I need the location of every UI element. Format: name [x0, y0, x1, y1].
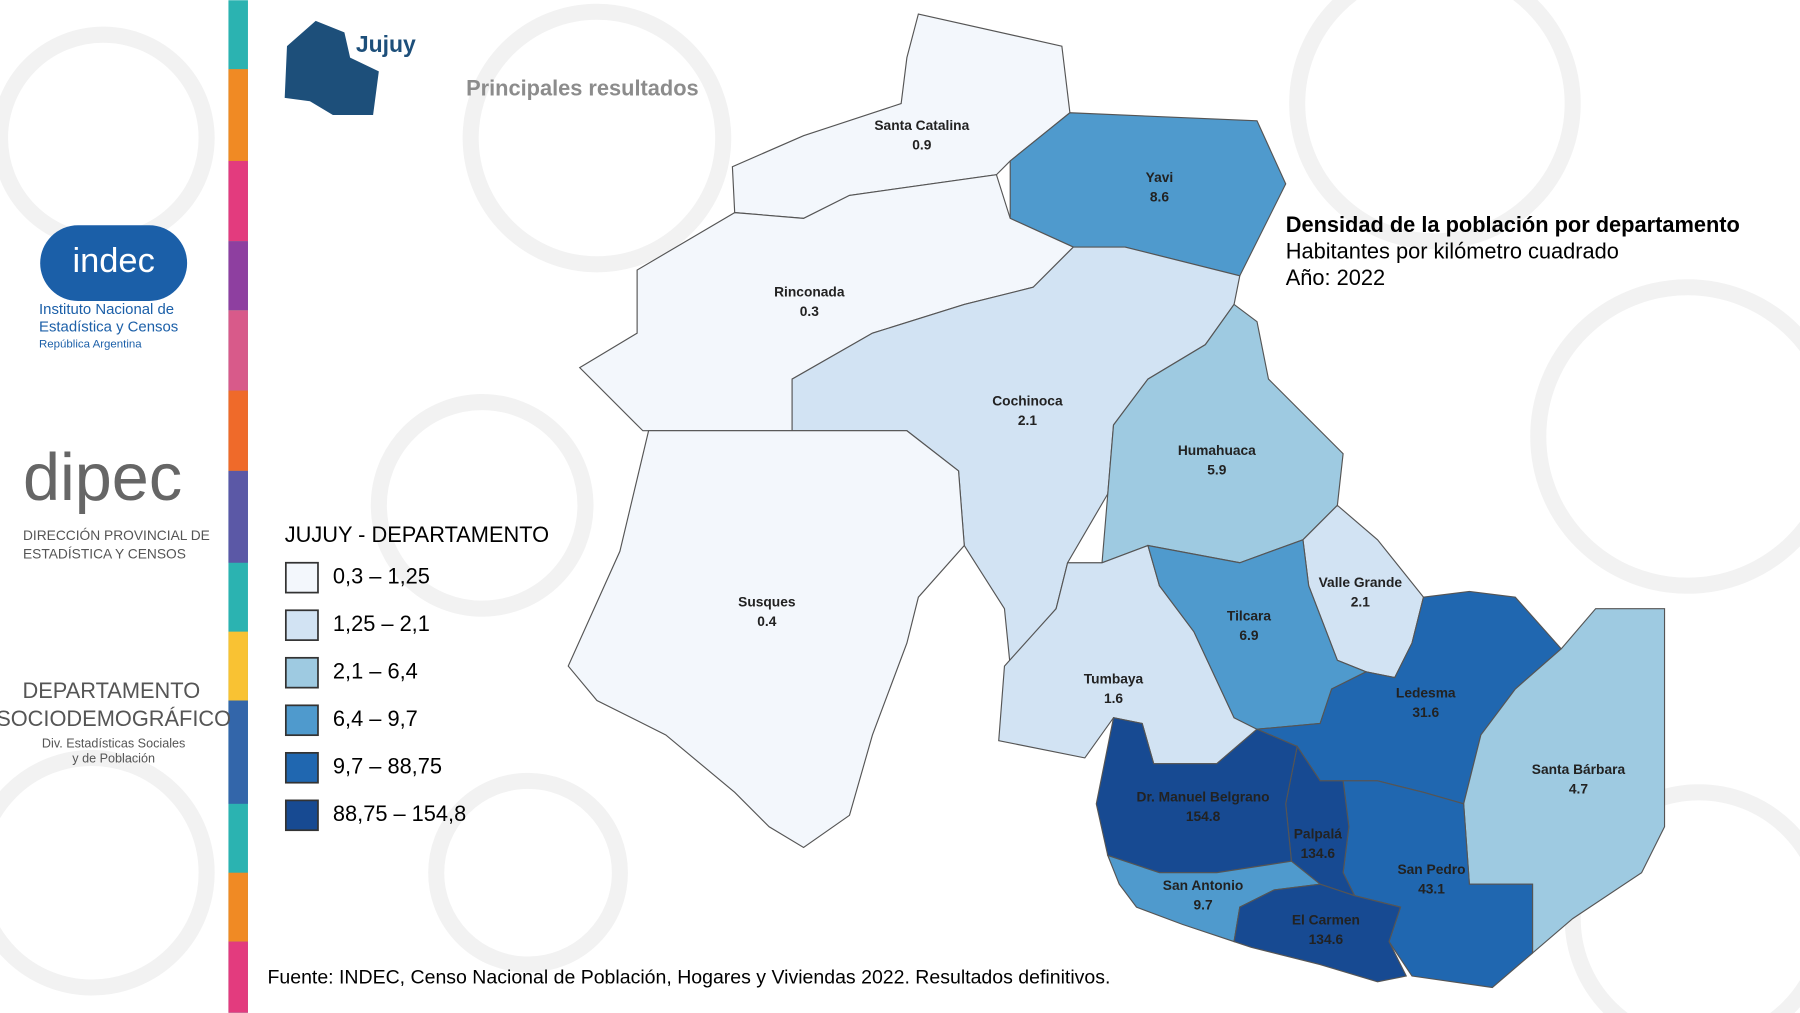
department-value: 0.4: [757, 614, 776, 629]
legend-label: 0,3 – 1,25: [333, 563, 430, 588]
department-value: 8.6: [1150, 189, 1169, 204]
depto-line: y de Población: [72, 751, 155, 765]
indec-line: República Argentina: [39, 339, 142, 351]
legend-title: JUJUY - DEPARTAMENTO: [285, 522, 549, 547]
department-value: 0.3: [800, 304, 819, 319]
legend-swatch: [284, 561, 319, 594]
legend-swatch: [284, 799, 319, 832]
department-name: Cochinoca: [992, 394, 1063, 409]
department-value: 43.1: [1418, 882, 1445, 897]
department-name: Dr. Manuel Belgrano: [1137, 790, 1270, 805]
depto-line: DEPARTAMENTO: [23, 678, 201, 703]
map-title: Densidad de la población por departament…: [1286, 212, 1740, 237]
department-value: 5.9: [1207, 463, 1226, 478]
department-value: 31.6: [1412, 705, 1439, 720]
department-value: 134.6: [1309, 932, 1344, 947]
header-title: Jujuy: [356, 31, 416, 57]
legend-swatch: [284, 609, 319, 641]
department-name: El Carmen: [1292, 913, 1360, 928]
header-subtitle: Principales resultados: [466, 76, 699, 101]
department-name: Rinconada: [774, 285, 845, 300]
department-name: Palpalá: [1294, 826, 1343, 841]
department-name: Tumbaya: [1084, 671, 1144, 686]
department-name: Santa Bárbara: [1532, 762, 1626, 777]
legend-label: 9,7 – 88,75: [333, 754, 442, 779]
department-value: 0.9: [912, 138, 931, 153]
legend: 0,3 – 1,25 1,25 – 2,1 2,1 – 6,4 6,4 – 9,7 9,…: [284, 561, 466, 832]
department-name: Tilcara: [1227, 608, 1271, 623]
indec-logo: [40, 225, 188, 302]
dipec-line: ESTADÍSTICA Y CENSOS: [23, 545, 186, 561]
legend-swatch: [284, 656, 319, 689]
jujuy-icon: [284, 20, 379, 116]
indec-line: Estadística y Censos: [39, 318, 178, 335]
dipec-logo-text: dipec: [23, 441, 182, 515]
legend-label: 2,1 – 6,4: [333, 658, 418, 683]
depto-line: SOCIODEMOGRÁFICO: [0, 706, 231, 731]
dipec-line: DIRECCIÓN PROVINCIAL DE: [23, 527, 210, 543]
legend-swatch: [284, 751, 319, 784]
department-name: Humahuaca: [1178, 443, 1256, 458]
department-name: Valle Grande: [1319, 575, 1403, 590]
department: [567, 430, 965, 849]
department-value: 6.9: [1239, 628, 1258, 643]
department-value: 1.6: [1104, 691, 1123, 706]
map: [567, 13, 1666, 989]
depto-line: Div. Estadísticas Sociales: [42, 736, 185, 750]
department-value: 9.7: [1193, 898, 1212, 913]
department-value: 2.1: [1018, 413, 1037, 428]
indec-logo-text: indec: [72, 242, 154, 280]
department-name: Susques: [738, 595, 796, 610]
department-value: 4.7: [1569, 782, 1588, 797]
department: [1233, 883, 1408, 983]
legend-swatch: [284, 704, 319, 737]
map-subtitle: Habitantes por kilómetro cuadrado: [1286, 239, 1619, 264]
legend-label: 1,25 – 2,1: [333, 611, 430, 636]
side-stripe: [228, 0, 248, 1013]
department-value: 2.1: [1351, 595, 1370, 610]
department-value: 154.8: [1186, 809, 1221, 824]
department-name: Ledesma: [1396, 685, 1456, 700]
legend-label: 88,75 – 154,8: [333, 801, 466, 826]
map-year: Año: 2022: [1286, 265, 1385, 290]
department-name: San Pedro: [1397, 862, 1465, 877]
department-name: Yavi: [1146, 170, 1174, 185]
indec-line: Instituto Nacional de: [39, 301, 174, 318]
department-name: San Antonio: [1163, 878, 1244, 893]
map-labels: Santa Catalina 0.9 Yavi 8.6 Rinconada 0.3 Coch…: [738, 118, 1625, 947]
department-value: 134.6: [1301, 846, 1336, 861]
legend-label: 6,4 – 9,7: [333, 706, 418, 731]
source: Fuente: INDEC, Censo Nacional de Poblaci…: [267, 966, 1110, 988]
department-name: Santa Catalina: [874, 118, 969, 133]
